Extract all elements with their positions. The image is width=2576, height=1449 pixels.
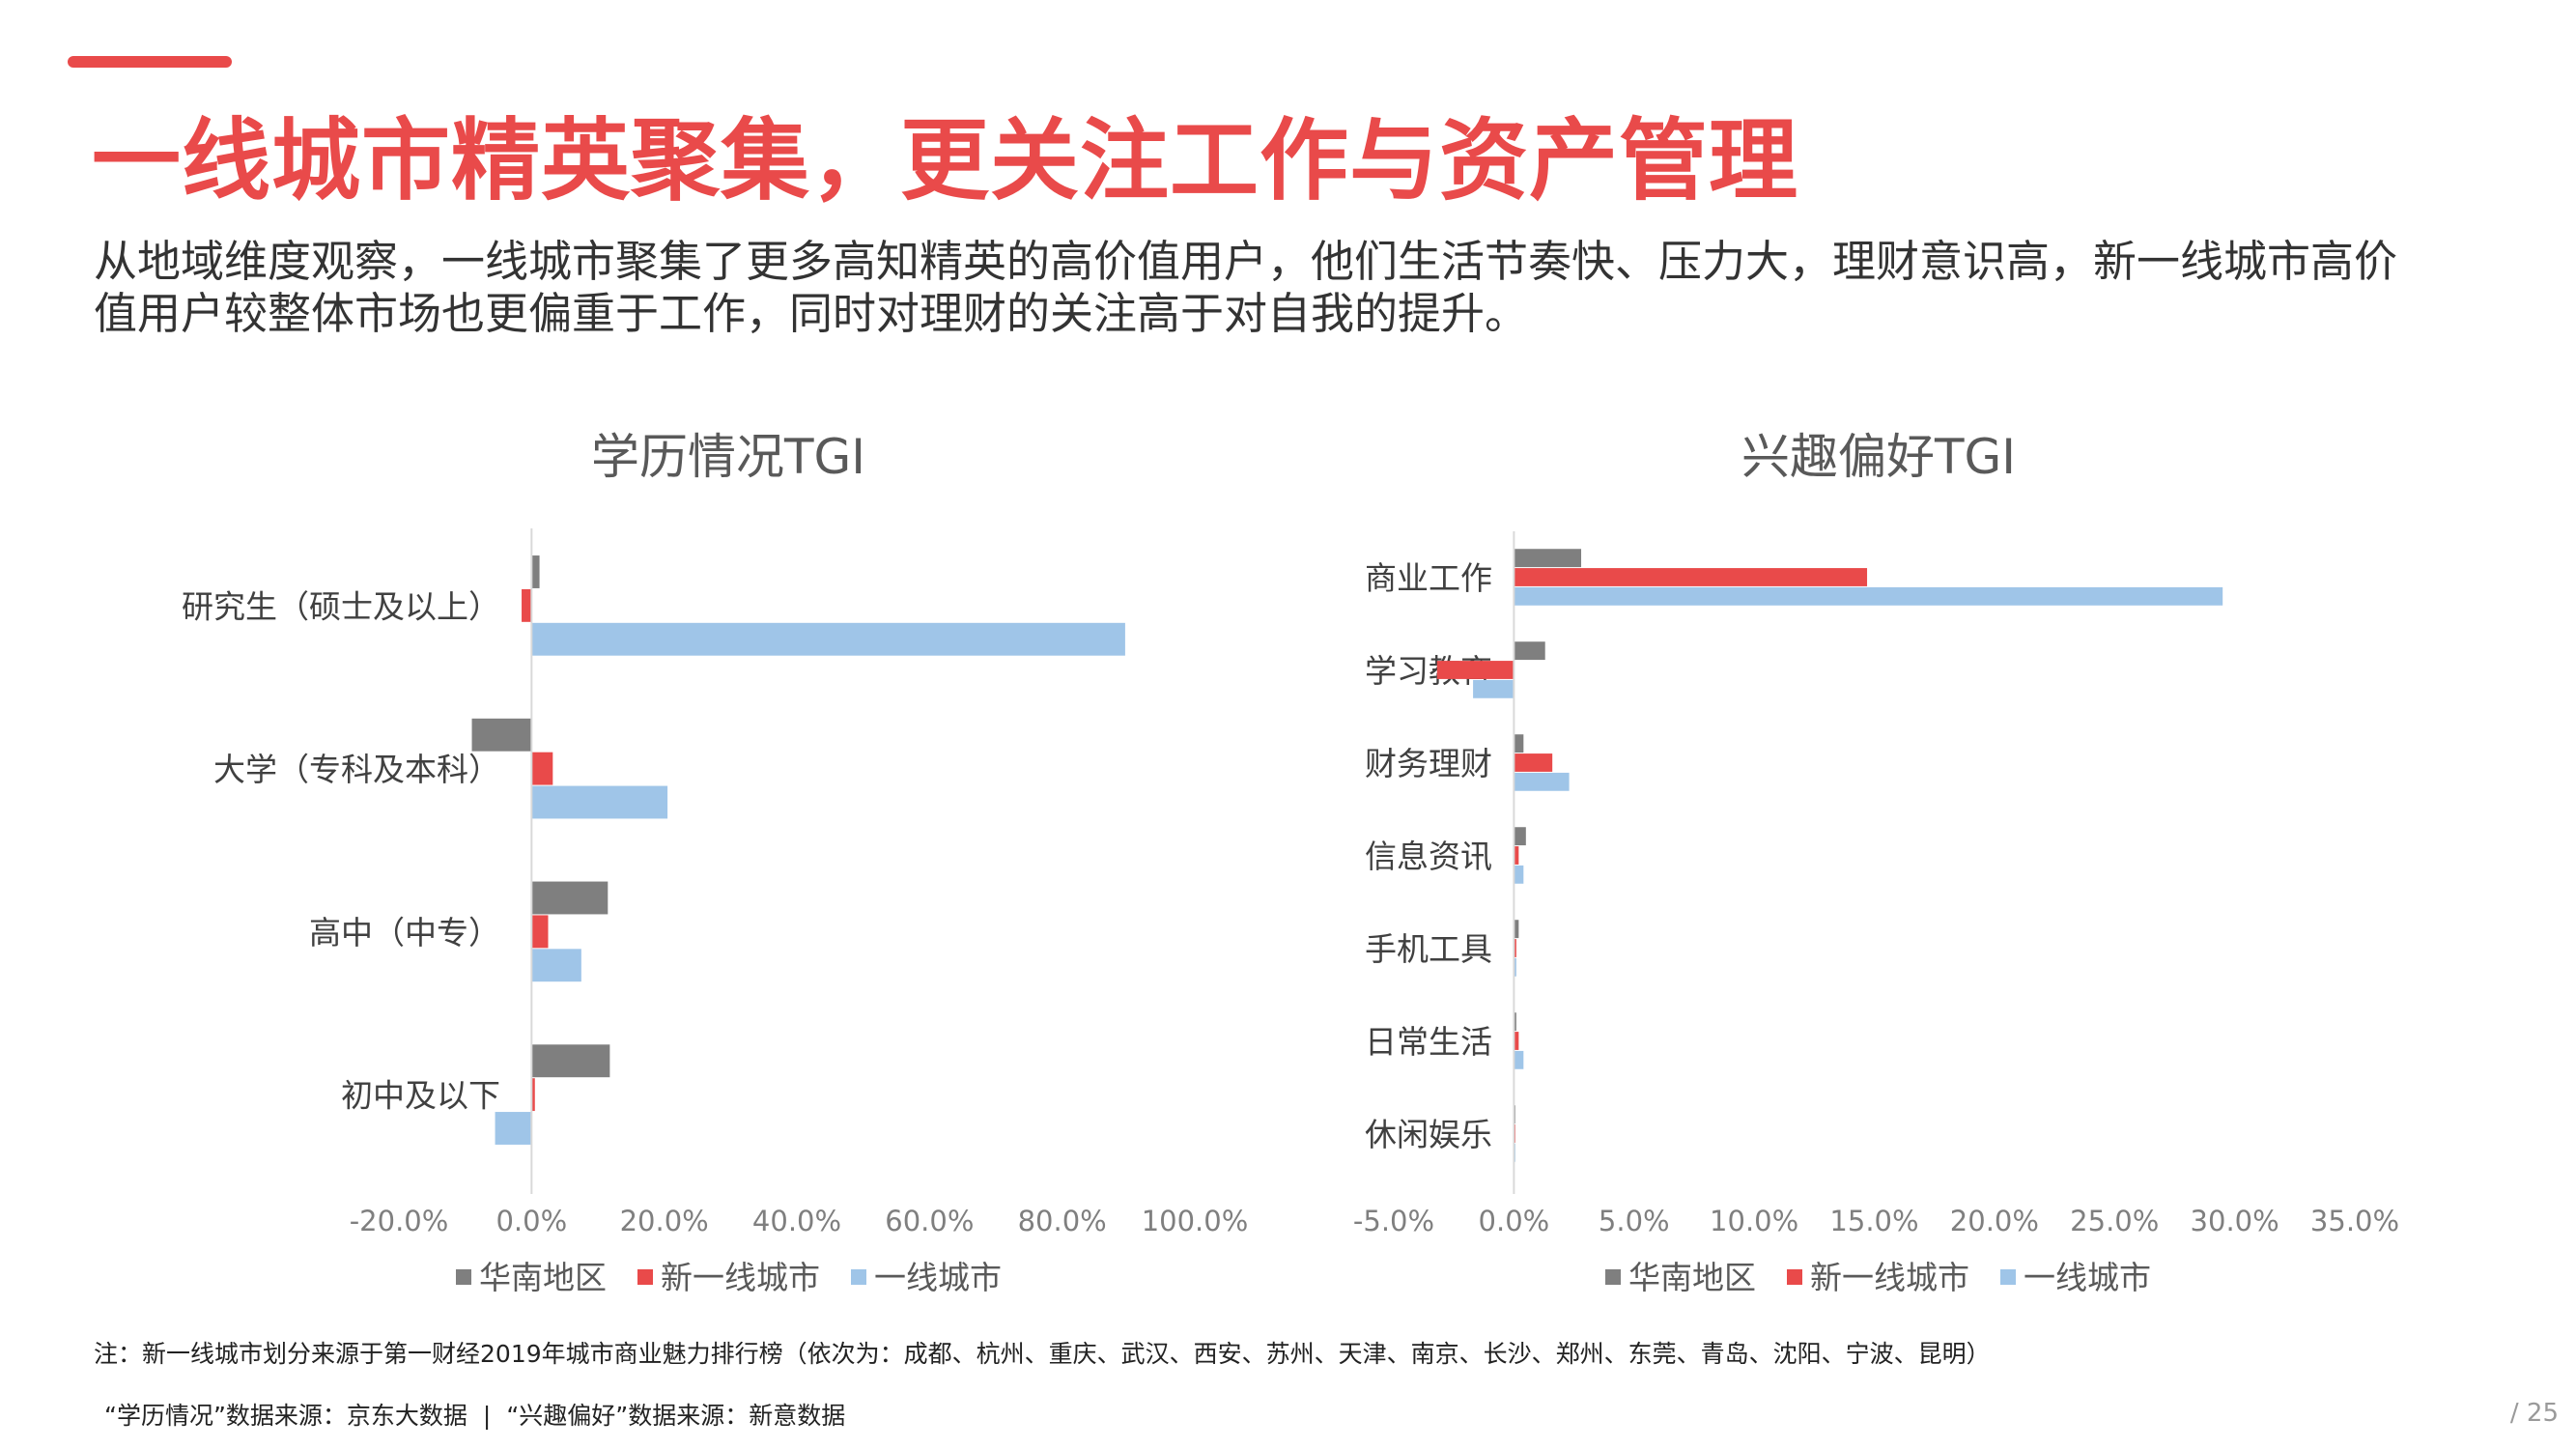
page-title: 一线城市精英聚集，更关注工作与资产管理	[92, 109, 1799, 213]
bar	[1514, 549, 1582, 568]
legend-label: 新一线城市	[1810, 1259, 1969, 1296]
bar	[1514, 586, 2223, 606]
bar	[531, 1078, 535, 1112]
bar	[1514, 1012, 1516, 1032]
legend-label: 华南地区	[1628, 1259, 1756, 1296]
bar	[1514, 846, 1519, 865]
footnote: 注：新一线城市划分来源于第一财经2019年城市商业魅力排行榜（依次为：成都、杭州…	[94, 1340, 1991, 1368]
page-number: / 25	[2509, 1399, 2559, 1428]
bar	[1514, 1050, 1524, 1069]
legend-swatch	[1787, 1269, 1802, 1285]
bar	[471, 718, 532, 752]
category-label: 商业工作	[1365, 559, 1492, 597]
legend-label: 一线城市	[874, 1259, 1002, 1296]
bar	[531, 1044, 610, 1078]
category-label: 初中及以下	[341, 1077, 500, 1115]
legend-label: 一线城市	[2024, 1259, 2151, 1296]
bar	[531, 555, 540, 588]
legend-label: 新一线城市	[661, 1259, 820, 1296]
category-label: 休闲娱乐	[1365, 1116, 1492, 1153]
x-tick-label: -20.0%	[350, 1205, 449, 1237]
chart-title: 兴趣偏好TGI	[1741, 429, 2016, 485]
bar	[1514, 1032, 1519, 1050]
legend-swatch	[2000, 1269, 2016, 1285]
bar	[531, 881, 609, 915]
bar	[522, 588, 532, 622]
legend-label: 华南地区	[479, 1259, 607, 1296]
bar	[495, 1112, 532, 1145]
bar	[531, 622, 1125, 656]
category-label: 高中（中专）	[309, 914, 500, 952]
bar	[1514, 939, 1516, 957]
bar	[1436, 661, 1514, 679]
bar	[1514, 753, 1553, 772]
x-tick-label: 15.0%	[1829, 1205, 1918, 1237]
category-label: 大学（专科及本科）	[213, 751, 500, 788]
bar	[1514, 957, 1516, 977]
bar	[1514, 641, 1545, 661]
x-tick-label: 80.0%	[1018, 1205, 1107, 1237]
category-label: 手机工具	[1365, 930, 1492, 968]
source-education: “学历情况”数据来源：京东大数据	[104, 1402, 467, 1430]
x-tick-label: 0.0%	[495, 1205, 567, 1237]
bar	[531, 752, 553, 785]
category-label: 信息资讯	[1365, 838, 1492, 875]
legend-swatch	[456, 1269, 471, 1285]
x-tick-label: 60.0%	[885, 1205, 974, 1237]
bar	[1514, 772, 1570, 791]
bar	[1514, 827, 1526, 846]
x-tick-label: 25.0%	[2070, 1205, 2159, 1237]
bar	[531, 915, 549, 949]
x-tick-label: 40.0%	[752, 1205, 841, 1237]
x-tick-label: 10.0%	[1710, 1205, 1798, 1237]
data-source: “学历情况”数据来源：京东大数据 | “兴趣偏好”数据来源：新意数据	[104, 1397, 845, 1432]
bar	[1514, 734, 1524, 753]
page-description: 从地域维度观察，一线城市聚集了更多高知精英的高价值用户，他们生活节奏快、压力大，…	[94, 236, 2398, 339]
bar	[531, 949, 581, 982]
source-interest: “兴趣偏好”数据来源：新意数据	[506, 1402, 846, 1430]
bar	[1514, 865, 1524, 884]
interest-tgi-chart: 兴趣偏好TGI商业工作学习教育财务理财信息资讯手机工具日常生活休闲娱乐-5.0%…	[1353, 429, 2399, 1296]
x-tick-label: 20.0%	[620, 1205, 709, 1237]
legend-swatch	[1605, 1269, 1621, 1285]
x-tick-label: 30.0%	[2191, 1205, 2279, 1237]
x-tick-label: -5.0%	[1353, 1205, 1434, 1237]
education-tgi-chart: 学历情况TGI 研究生（硕士及以上） 大学（专科及本科） 高中（中专） 初中及以下 -20…	[182, 429, 1249, 1296]
source-separator: |	[482, 1402, 492, 1430]
bar	[1473, 679, 1514, 698]
x-tick-label: 0.0%	[1479, 1205, 1550, 1237]
x-tick-label: 35.0%	[2310, 1205, 2399, 1237]
legend-swatch	[851, 1269, 866, 1285]
category-label: 日常生活	[1365, 1023, 1492, 1061]
x-tick-label: 20.0%	[1950, 1205, 2039, 1237]
category-label: 研究生（硕士及以上）	[182, 587, 500, 625]
bar	[1514, 920, 1519, 939]
x-tick-label: 100.0%	[1142, 1205, 1249, 1237]
legend-swatch	[637, 1269, 653, 1285]
accent-bar	[68, 56, 232, 68]
chart-title: 学历情况TGI	[591, 429, 865, 485]
category-label: 财务理财	[1365, 745, 1492, 782]
x-tick-label: 5.0%	[1599, 1205, 1670, 1237]
bar	[1514, 568, 1868, 586]
bar	[531, 785, 668, 819]
